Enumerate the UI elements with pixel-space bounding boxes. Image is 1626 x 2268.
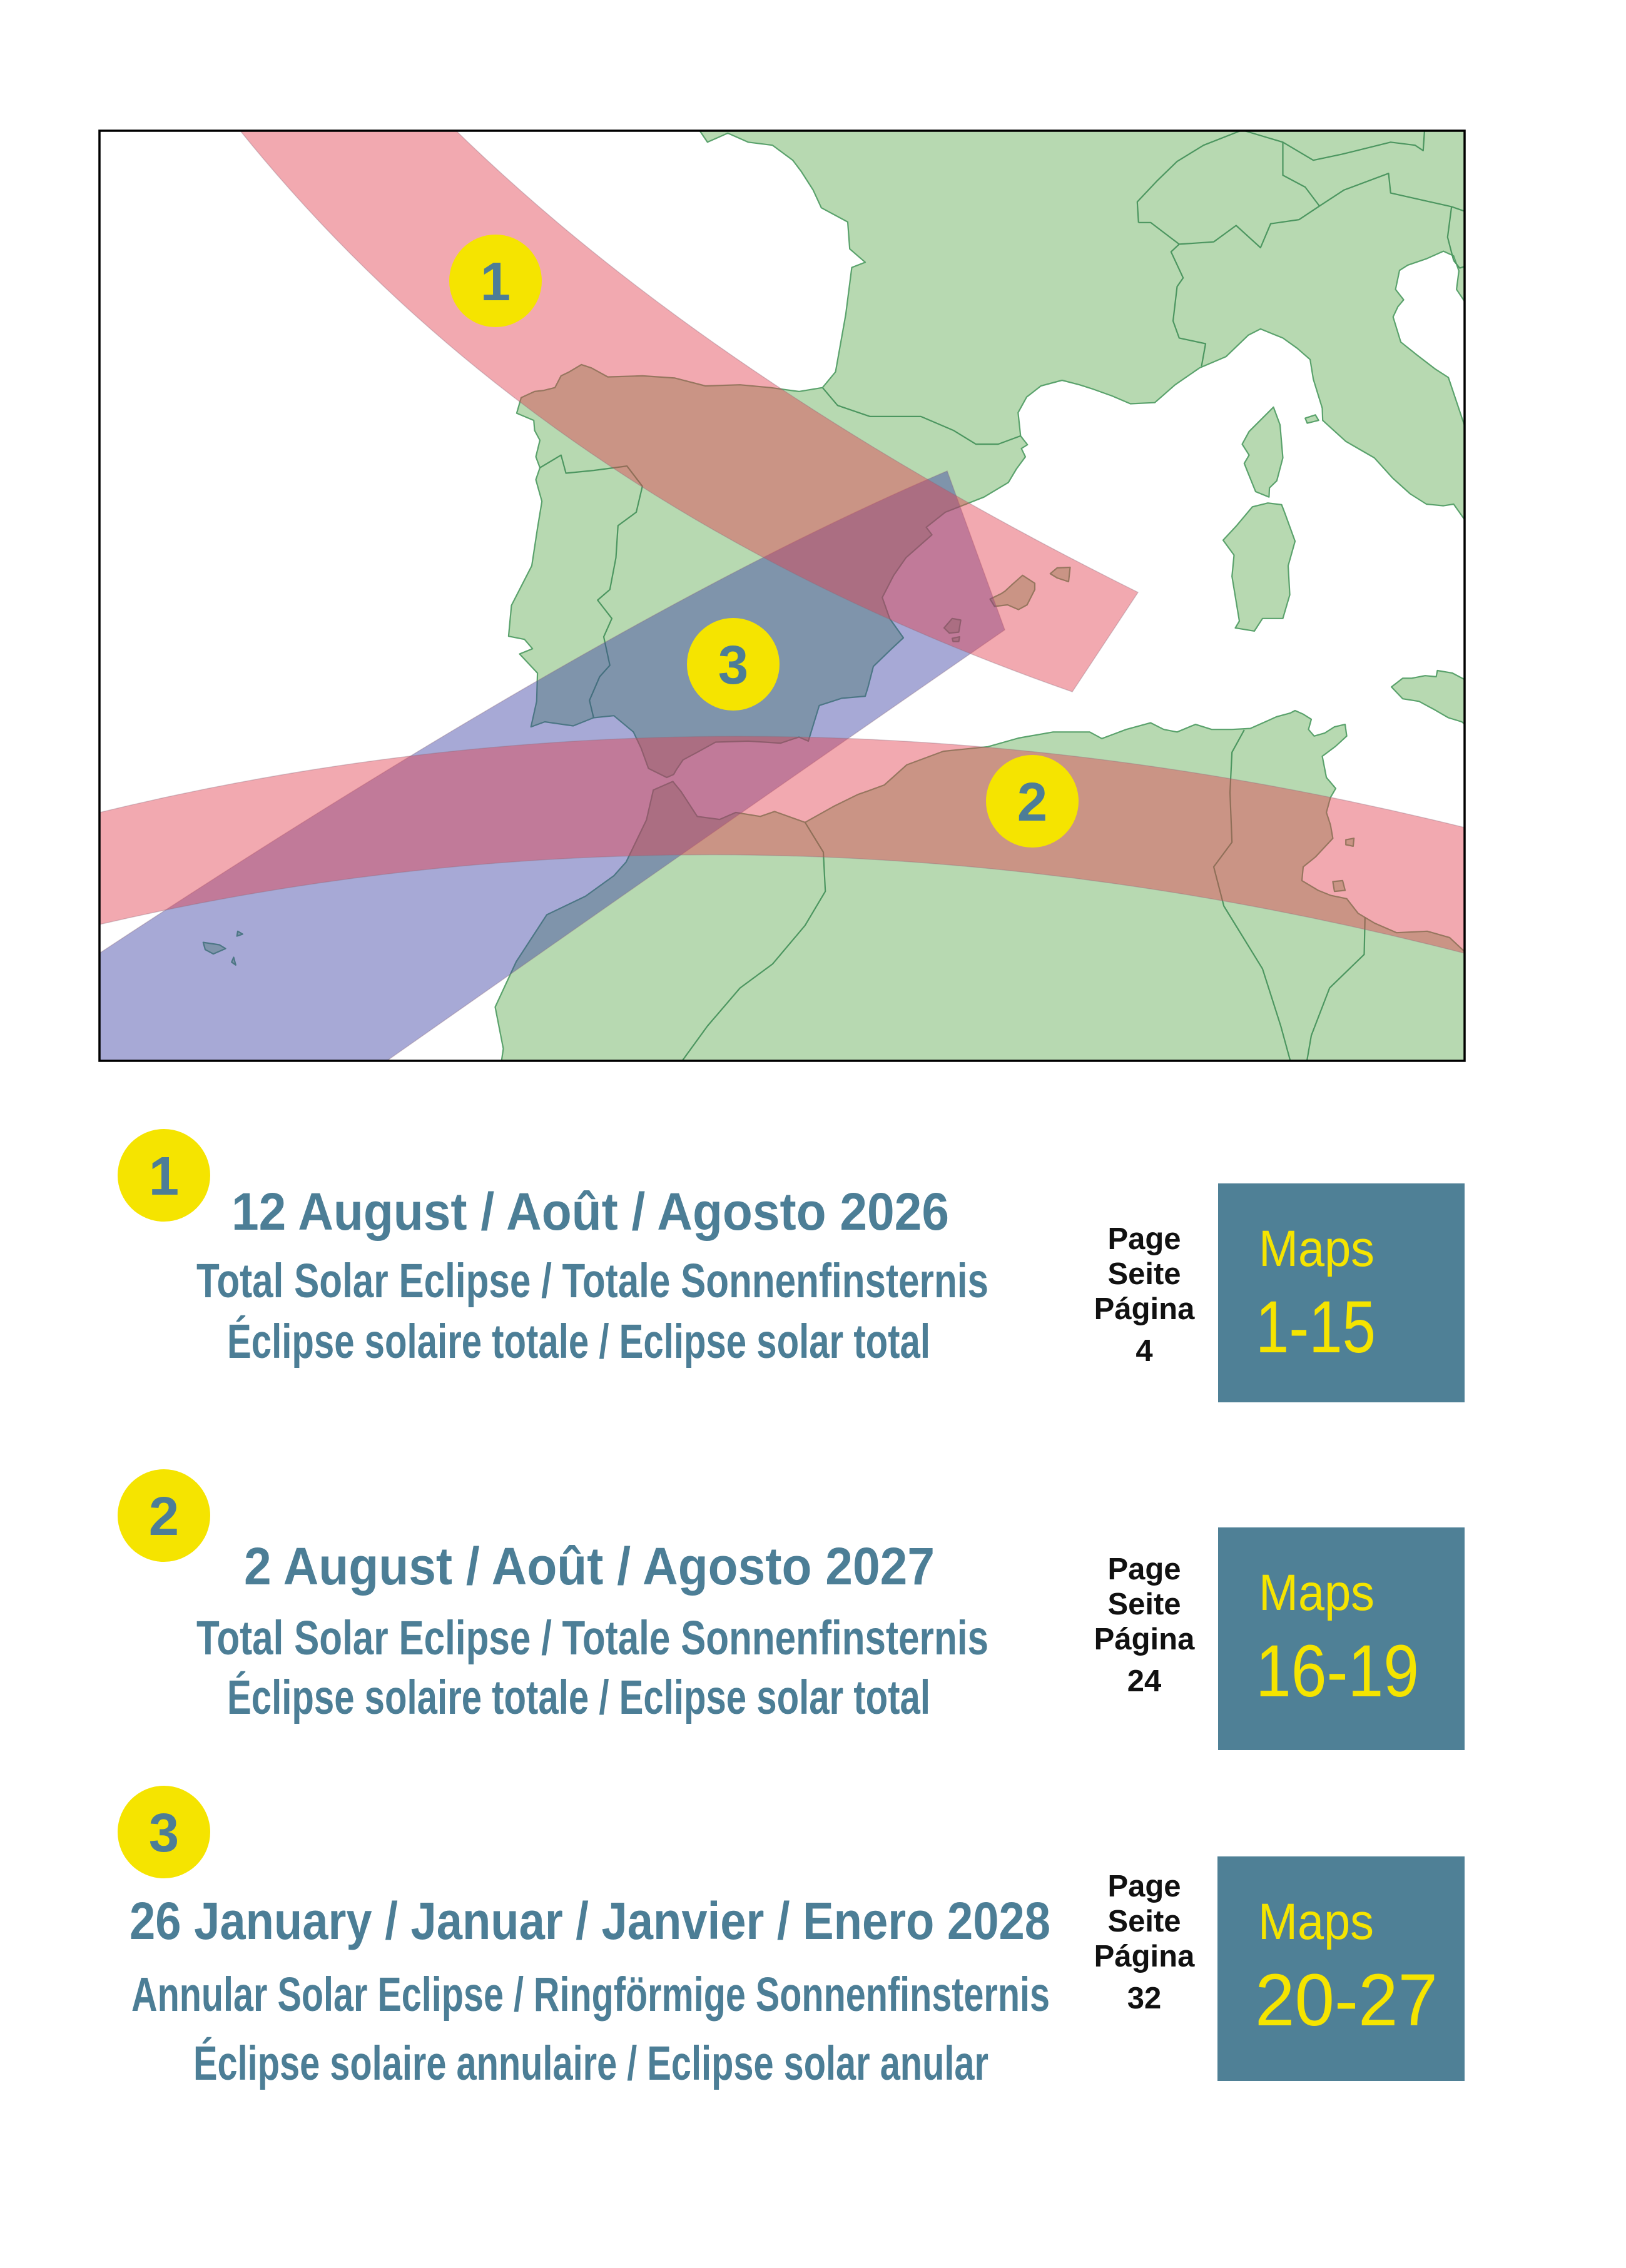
svg-text:Seite: Seite <box>1107 1587 1181 1621</box>
svg-text:2: 2 <box>149 1486 179 1547</box>
svg-text:4: 4 <box>1136 1334 1152 1368</box>
svg-text:Éclipse solaire annulaire / Ec: Éclipse solaire annulaire / Eclipse sola… <box>193 2037 988 2090</box>
svg-text:20-27: 20-27 <box>1255 1959 1438 2042</box>
svg-text:2: 2 <box>1017 772 1047 833</box>
svg-text:Annular Solar Eclipse / Ringfö: Annular Solar Eclipse / Ringförmige Sonn… <box>131 1968 1050 2022</box>
svg-text:1: 1 <box>149 1146 179 1207</box>
svg-text:Página: Página <box>1094 1292 1195 1326</box>
svg-text:24: 24 <box>1127 1664 1162 1698</box>
svg-text:Page: Page <box>1107 1222 1181 1256</box>
svg-text:Seite: Seite <box>1107 1257 1181 1291</box>
svg-text:3: 3 <box>718 635 748 696</box>
svg-text:Page: Page <box>1107 1552 1181 1586</box>
svg-text:Éclipse solaire totale / Eclip: Éclipse solaire totale / Eclipse solar t… <box>227 1315 930 1369</box>
svg-text:Página: Página <box>1094 1940 1195 1973</box>
svg-text:2 August / Août / Agosto 2027: 2 August / Août / Agosto 2027 <box>244 1537 935 1596</box>
svg-text:16-19: 16-19 <box>1256 1630 1419 1713</box>
svg-text:Total Solar Eclipse / Totale S: Total Solar Eclipse / Totale Sonnenfinst… <box>196 1254 988 1308</box>
svg-text:Seite: Seite <box>1107 1905 1181 1938</box>
svg-text:Maps: Maps <box>1258 1893 1374 1950</box>
svg-text:Page: Page <box>1107 1870 1181 1903</box>
svg-text:32: 32 <box>1127 1982 1162 2015</box>
svg-text:Éclipse solaire totale / Eclip: Éclipse solaire totale / Eclipse solar t… <box>227 1671 930 1724</box>
svg-text:Página: Página <box>1094 1623 1195 1656</box>
svg-text:1-15: 1-15 <box>1256 1286 1376 1369</box>
svg-text:3: 3 <box>149 1803 179 1863</box>
svg-text:Maps: Maps <box>1259 1220 1374 1277</box>
svg-text:Total Solar Eclipse / Totale S: Total Solar Eclipse / Totale Sonnenfinst… <box>196 1611 988 1665</box>
svg-text:1: 1 <box>480 251 511 312</box>
svg-text:Maps: Maps <box>1259 1564 1374 1621</box>
svg-text:26 January / Januar / Janvier: 26 January / Januar / Janvier / Enero 20… <box>130 1891 1050 1950</box>
svg-text:12 August / Août / Agosto 2026: 12 August / Août / Agosto 2026 <box>231 1182 949 1241</box>
